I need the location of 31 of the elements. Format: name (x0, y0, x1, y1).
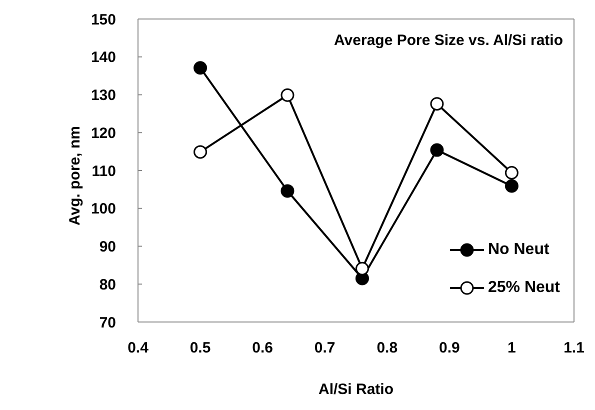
point (504, 166, 518, 180)
x-tick-label: 0.8 (376, 340, 398, 357)
x-tick-label: 1.1 (564, 340, 584, 357)
x-tick-label: 0.6 (252, 340, 273, 357)
y-tick-label: 100 (90, 200, 116, 218)
point (194, 61, 208, 75)
y-tick-label: 130 (90, 87, 116, 104)
point (194, 145, 208, 159)
point (280, 184, 294, 198)
x-tick-label: 0.7 (314, 340, 336, 357)
point (355, 262, 369, 276)
y-tick-label: 120 (90, 124, 116, 142)
text: Average Pore Size vs. Al/Si ratio (334, 32, 563, 49)
x-axis-title: Al/Si Ratio (318, 381, 394, 398)
point (504, 179, 518, 193)
y-axis-title: Avg. pore, nm (66, 126, 84, 226)
x-tick-label: 1 (508, 340, 516, 357)
y-tick-label: 150 (90, 11, 116, 28)
point (430, 143, 444, 157)
y-tick-label: 90 (99, 238, 116, 256)
point (280, 88, 294, 102)
y-tick-label: 80 (99, 276, 116, 294)
legend-label: No Neut (488, 240, 550, 260)
x-tick-label: 0.5 (190, 340, 211, 357)
legend-label: 25% Neut (488, 278, 560, 298)
point (430, 97, 444, 111)
y-tick-label: 70 (99, 314, 116, 332)
y-tick-label: 110 (92, 162, 116, 180)
y-tick-label: 140 (90, 49, 116, 66)
x-tick-label: 0.4 (128, 340, 150, 357)
x-tick-label: 0.9 (439, 340, 460, 357)
